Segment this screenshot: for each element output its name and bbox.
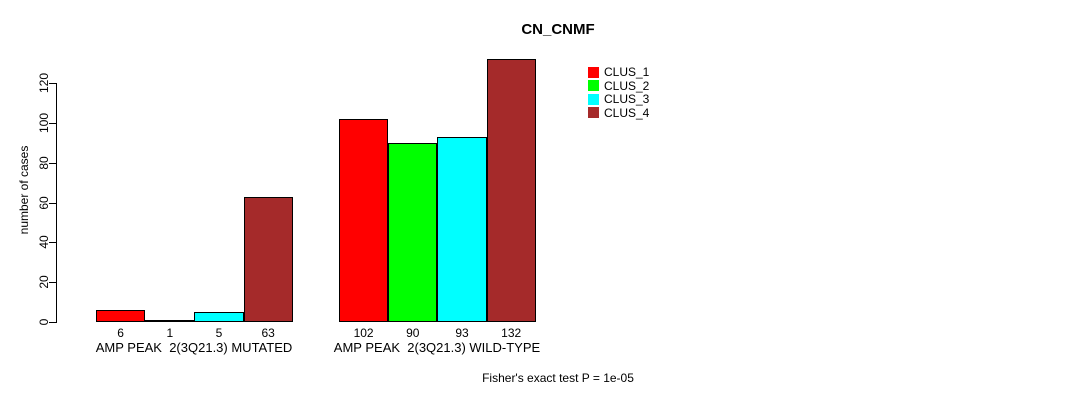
legend-label: CLUS_4 (604, 105, 650, 120)
fisher-test-footnote: Fisher's exact test P = 1e-05 (482, 371, 634, 385)
y-axis-tick-label: 100 (37, 112, 51, 133)
legend-item-clus_3: CLUS_3 (588, 93, 649, 105)
legend-swatch-clus_2 (588, 80, 599, 91)
y-axis-tick (49, 162, 56, 164)
y-axis-tick (49, 322, 56, 323)
bar-value-label: 5 (215, 326, 223, 340)
y-axis-tick-label: 60 (37, 195, 51, 210)
chart-title: CN_CNMF (521, 21, 595, 38)
y-axis-tick-label: 80 (37, 155, 51, 170)
y-axis-tick (49, 282, 56, 284)
bar-value-label: 93 (455, 326, 469, 340)
bar-clus_3-group2 (437, 136, 487, 322)
y-axis-tick-label: 20 (37, 275, 51, 289)
legend-swatch-clus_4 (588, 107, 599, 118)
legend-label: CLUS_2 (604, 78, 650, 93)
y-axis-tick (49, 83, 56, 84)
y-axis-tick (49, 122, 56, 124)
y-axis-tick (49, 242, 56, 244)
bar-value-label: 102 (353, 326, 374, 340)
bar-value-label: 90 (406, 326, 420, 340)
y-axis-tick-label: 120 (37, 72, 51, 94)
bar-value-label: 132 (501, 326, 522, 340)
legend-label: CLUS_1 (604, 65, 650, 79)
y-axis-tick (49, 202, 56, 204)
bar-clus_2-group1 (145, 320, 195, 322)
bar-clus_4-group1 (243, 196, 293, 322)
legend-swatch-clus_1 (588, 66, 599, 78)
y-axis-tick-label: 0 (37, 318, 51, 326)
y-axis-tick-label: 40 (37, 235, 51, 250)
y-axis-title: number of cases (17, 145, 31, 235)
bar-clus_1-group2 (339, 118, 389, 322)
x-category-label-mutated: AMP PEAK 2(3Q21.3) MUTATED (95, 340, 293, 355)
x-category-label-wildtype: AMP PEAK 2(3Q21.3) WILD-TYPE (333, 340, 541, 355)
y-axis-line (56, 83, 57, 323)
legend-item-clus_2: CLUS_2 (588, 80, 649, 92)
legend-label: CLUS_3 (604, 92, 650, 106)
bar-clus_4-group2 (486, 59, 536, 322)
bar-clus_3-group1 (194, 312, 244, 322)
bar-value-label: 6 (117, 326, 124, 340)
bar-value-label: 63 (261, 326, 275, 340)
bar-value-label: 1 (166, 326, 174, 340)
legend-item-clus_4: CLUS_4 (588, 107, 649, 119)
legend-swatch-clus_3 (588, 93, 599, 105)
legend-item-clus_1: CLUS_1 (588, 66, 649, 78)
bar-clus_1-group1 (96, 310, 146, 322)
bar-clus_2-group2 (388, 142, 438, 322)
